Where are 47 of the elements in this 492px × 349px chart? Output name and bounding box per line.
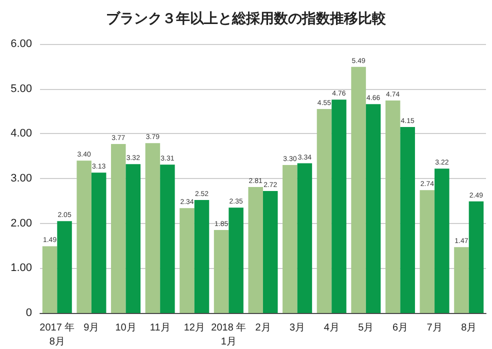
x-tick-label: 4月 [324, 322, 340, 334]
y-tick-label: 5.00 [10, 82, 32, 95]
bar [194, 200, 210, 313]
y-tick-label: 2.00 [10, 217, 32, 230]
x-tick-label: 10月 [115, 322, 136, 334]
y-tick-label: 4.00 [10, 128, 32, 140]
bar [297, 163, 312, 313]
x-tick-label: 2017 年 8月 [40, 322, 75, 348]
bar [385, 100, 400, 313]
bar [111, 144, 126, 313]
bar [57, 221, 72, 313]
x-tick-label: 5月 [358, 322, 374, 334]
bar [145, 143, 160, 313]
bar [282, 165, 298, 313]
bar [454, 247, 469, 313]
y-tick-label: 1.00 [10, 262, 32, 274]
x-tick-label: 8月 [461, 322, 477, 334]
bar [228, 208, 244, 313]
bar [434, 168, 450, 313]
x-tick-label: 9月 [84, 322, 100, 334]
x-tick-label: 2018 年 1月 [211, 322, 246, 348]
chart-title: ブランク３年以上と総採用数の指数推移比較 [106, 10, 387, 26]
bar [180, 208, 194, 313]
bar [91, 172, 106, 313]
y-tick-label: 0 [26, 307, 32, 319]
bar [214, 230, 229, 313]
bar [160, 164, 175, 313]
bar [400, 126, 415, 313]
bar [332, 100, 346, 313]
y-tick-label: 6.00 [10, 38, 32, 50]
x-tick-label: 7月 [426, 322, 442, 334]
bar [42, 246, 58, 313]
bar [248, 187, 263, 313]
bar [316, 109, 332, 313]
x-tick-label: 3月 [290, 322, 306, 334]
bar [420, 190, 435, 313]
bar [468, 201, 484, 313]
bar [126, 164, 141, 313]
x-tick-label: 12月 [184, 322, 205, 334]
bar [366, 104, 381, 313]
x-tick-label: 6月 [392, 322, 408, 334]
x-tick-label: 11月 [150, 322, 170, 334]
y-tick-label: 3.00 [10, 172, 32, 184]
x-tick-label: 2月 [255, 322, 271, 334]
bar [351, 66, 366, 313]
bar [76, 160, 92, 313]
bar [263, 191, 278, 313]
